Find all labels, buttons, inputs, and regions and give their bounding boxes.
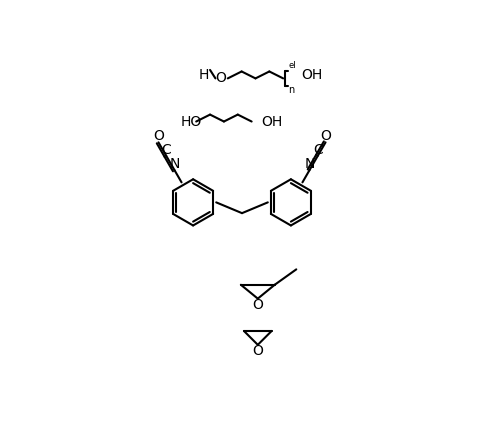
- Text: H: H: [198, 68, 209, 82]
- Text: N: N: [170, 157, 180, 171]
- Text: N: N: [304, 157, 314, 171]
- Text: el: el: [288, 61, 296, 70]
- Text: OH: OH: [302, 68, 323, 82]
- Text: n: n: [288, 85, 295, 95]
- Text: HO: HO: [181, 115, 202, 129]
- Text: C: C: [162, 142, 171, 156]
- Text: O: O: [252, 344, 263, 358]
- Text: OH: OH: [261, 115, 282, 129]
- Text: O: O: [153, 129, 164, 143]
- Text: O: O: [216, 71, 226, 86]
- Text: O: O: [252, 298, 263, 312]
- Text: C: C: [313, 142, 322, 156]
- Text: O: O: [320, 129, 331, 143]
